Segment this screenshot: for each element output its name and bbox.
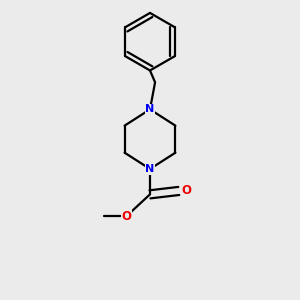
Text: O: O xyxy=(182,184,191,197)
Text: N: N xyxy=(146,164,154,174)
Text: O: O xyxy=(121,210,131,223)
Text: N: N xyxy=(146,104,154,114)
